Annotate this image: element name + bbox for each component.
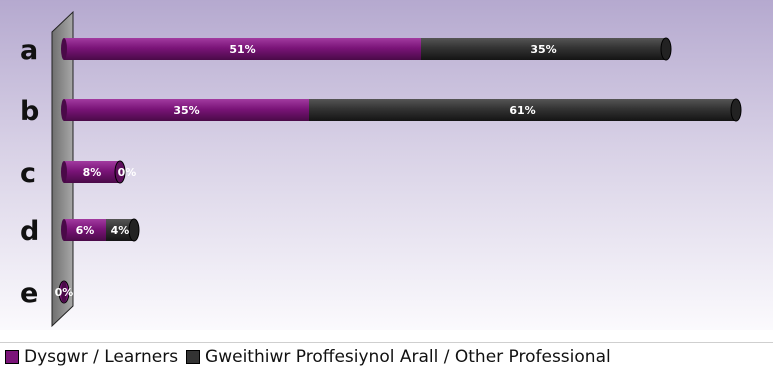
- legend: Dysgwr / Learners Gweithiwr Proffesiynol…: [0, 342, 773, 370]
- legend-swatch-other-professional: [186, 349, 201, 364]
- bar-start-cap-d: [61, 219, 67, 241]
- legend-label-other-professional: Gweithiwr Proffesiynol Arall / Other Pro…: [205, 346, 611, 367]
- bar-d-series-1: [106, 219, 134, 241]
- bar-a-series-1: [421, 38, 666, 60]
- value-label-d-series-0: 6%: [76, 224, 95, 237]
- bar-start-cap-e: [61, 281, 67, 303]
- legend-item-learners: Dysgwr / Learners: [5, 347, 178, 367]
- value-label-d-series-1: 4%: [111, 224, 130, 237]
- value-label-c-series-1: 0%: [118, 166, 137, 179]
- bar-b-series-1: [309, 99, 736, 121]
- value-label-a-series-1: 35%: [530, 43, 556, 56]
- category-label-d: d: [20, 216, 39, 247]
- bar-b-series-0: [64, 99, 309, 121]
- bar-end-cap-b: [730, 98, 742, 122]
- bar-end-cap-c: [114, 160, 126, 184]
- bar-start-cap-c: [61, 161, 67, 183]
- category-label-a: a: [20, 35, 38, 66]
- bar-start-cap-b: [61, 99, 67, 121]
- bar-a-series-0: [64, 38, 421, 60]
- bar-end-cap-d: [128, 218, 140, 242]
- category-label-e: e: [20, 278, 38, 309]
- value-label-a-series-0: 51%: [229, 43, 255, 56]
- legend-label-learners: Dysgwr / Learners: [24, 346, 179, 367]
- value-label-b-series-0: 35%: [173, 104, 199, 117]
- labels-layer: 51% 35% 35% 61% 8% 0% 6% 4% 0%: [55, 43, 557, 299]
- bar-start-cap-a: [61, 38, 67, 60]
- legend-item-other-professional: Gweithiwr Proffesiynol Arall / Other Pro…: [186, 347, 611, 367]
- value-label-e-series-0: 0%: [55, 286, 74, 299]
- category-label-c: c: [20, 158, 36, 189]
- legend-swatch-learners: [5, 349, 19, 364]
- value-label-c-series-0: 8%: [83, 166, 102, 179]
- bar-d-series-0: [64, 219, 106, 241]
- value-label-b-series-1: 61%: [509, 104, 535, 117]
- bar-c-series-0: [64, 161, 120, 183]
- bar-end-cap-a: [660, 37, 672, 61]
- bars-layer: [58, 37, 742, 304]
- category-label-b: b: [20, 96, 39, 127]
